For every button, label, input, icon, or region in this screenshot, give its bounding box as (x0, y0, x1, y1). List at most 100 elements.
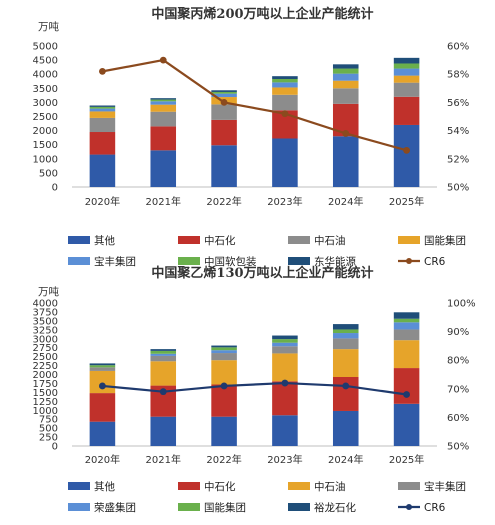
bar-segment (89, 108, 116, 112)
cr6-point (281, 379, 289, 387)
legend-marker-swatch (406, 504, 412, 510)
y-tick-label: 2500 (33, 112, 58, 123)
bar-segment (150, 350, 177, 354)
y2-tick-label: 80% (447, 356, 469, 367)
bar-segment (89, 132, 116, 155)
legend-swatch (178, 236, 200, 244)
bar-segment (150, 353, 177, 356)
bar-segment (332, 68, 359, 74)
bar-segment (332, 80, 359, 89)
bar-segment (89, 367, 116, 371)
bar-segment (272, 335, 298, 340)
y-tick-label: 1250 (33, 397, 58, 408)
y-tick-label: 2250 (33, 361, 58, 372)
bar-segment (211, 384, 237, 417)
bar-segment (332, 73, 359, 81)
cr6-point (403, 391, 410, 398)
bar-segment (150, 111, 177, 127)
legend-label: 中石化 (204, 480, 236, 493)
bar-segment (211, 145, 237, 187)
y-tick-label: 3000 (33, 98, 58, 109)
y2-tick-label: 100% (447, 299, 476, 310)
y-tick-label: 4000 (33, 70, 58, 81)
x-tick-label: 2021年 (146, 195, 181, 208)
y-tick-label: 2500 (33, 352, 58, 363)
legend-label: 中石油 (314, 234, 346, 247)
bar-segment (150, 126, 177, 151)
y2-tick-label: 60% (447, 413, 469, 424)
y-tick-label: 1000 (33, 154, 58, 165)
y-tick-label: 1000 (33, 406, 58, 417)
legend-label: 中石油 (314, 480, 346, 493)
bar-segment (272, 381, 298, 416)
bar-segment (393, 322, 420, 330)
bar-segment (393, 75, 420, 83)
bar-segment (150, 349, 177, 351)
bar-segment (393, 63, 420, 69)
bar-segment (89, 365, 116, 368)
y2-tick-label: 90% (447, 327, 469, 338)
y-tick-label: 1750 (33, 379, 58, 390)
bar-segment (89, 105, 116, 107)
legend-label: 其他 (94, 234, 115, 247)
bar-segment (272, 342, 298, 347)
bar-segment (150, 98, 177, 100)
bar-segment (393, 403, 420, 446)
cr6-point (220, 99, 228, 106)
cr6-point (403, 146, 410, 154)
legend-swatch (288, 503, 310, 511)
bar-segment (393, 368, 420, 404)
chart-title: 中国聚丙烯200万吨以上企业产能统计 (151, 6, 373, 22)
legend-swatch (288, 236, 310, 244)
y-tick-label: 0 (52, 442, 58, 453)
legend-swatch (178, 482, 200, 490)
y-tick-label: 750 (39, 415, 58, 426)
bar-segment (89, 363, 116, 366)
bar-segment (332, 349, 359, 378)
y-tick-label: 5000 (33, 42, 58, 53)
legend-label: 国能集团 (204, 501, 246, 514)
bar-segment (211, 93, 237, 98)
bar-segment (393, 82, 420, 97)
y2-tick-label: 60% (447, 42, 469, 53)
bar-segment (150, 416, 177, 446)
y-tick-label: 2000 (33, 126, 58, 137)
legend-label: 宝丰集团 (424, 480, 466, 493)
x-tick-label: 2024年 (328, 453, 363, 466)
legend-label: 荣盛集团 (94, 501, 136, 514)
bar-segment (272, 346, 298, 354)
bar-segment (150, 150, 177, 187)
y-tick-label: 3250 (33, 325, 58, 336)
bar-segment (211, 416, 237, 446)
cr6-point (342, 382, 350, 390)
x-tick-label: 2020年 (85, 453, 120, 466)
y2-tick-label: 54% (447, 126, 469, 137)
legend-swatch (68, 236, 90, 244)
y-tick-label: 3750 (33, 307, 58, 318)
x-tick-label: 2020年 (85, 195, 120, 208)
cr6-point (99, 382, 106, 390)
y-axis-unit-label: 万吨 (38, 285, 59, 298)
bar-segment (393, 312, 420, 319)
cr6-point (220, 382, 228, 390)
legend-label: CR6 (424, 502, 446, 514)
legend-label: 裕龙石化 (314, 501, 356, 514)
bar-segment (272, 82, 298, 88)
legend-swatch (398, 236, 420, 244)
x-tick-label: 2025年 (389, 195, 424, 208)
bar-segment (332, 64, 359, 69)
legend-marker-swatch (406, 258, 412, 264)
bar-segment (211, 91, 237, 94)
bar-segment (89, 106, 116, 109)
y-tick-label: 250 (39, 433, 58, 444)
legend-swatch (178, 503, 200, 511)
bar-segment (332, 329, 359, 334)
bar-segment (150, 99, 177, 102)
cr6-point (99, 67, 106, 75)
bar-segment (89, 154, 116, 187)
y2-tick-label: 50% (447, 442, 469, 453)
bar-segment (272, 94, 298, 111)
legend-label: 宝丰集团 (94, 255, 136, 268)
y2-tick-label: 58% (447, 70, 469, 81)
